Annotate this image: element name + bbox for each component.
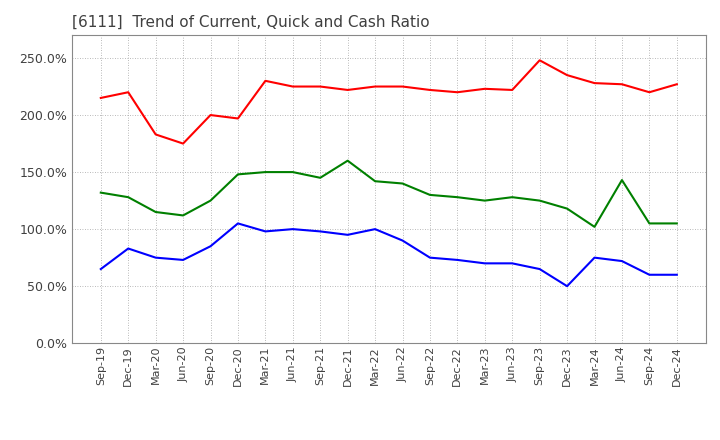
Cash Ratio bbox=[480, 261, 489, 266]
Quick Ratio bbox=[151, 209, 160, 215]
Current Ratio bbox=[536, 58, 544, 63]
Quick Ratio bbox=[672, 221, 681, 226]
Quick Ratio bbox=[426, 192, 434, 198]
Current Ratio bbox=[96, 95, 105, 101]
Cash Ratio bbox=[316, 229, 325, 234]
Current Ratio bbox=[508, 87, 516, 92]
Quick Ratio bbox=[124, 194, 132, 200]
Cash Ratio bbox=[124, 246, 132, 251]
Line: Quick Ratio: Quick Ratio bbox=[101, 161, 677, 227]
Quick Ratio bbox=[645, 221, 654, 226]
Current Ratio bbox=[316, 84, 325, 89]
Cash Ratio bbox=[563, 283, 572, 289]
Quick Ratio bbox=[233, 172, 242, 177]
Cash Ratio bbox=[590, 255, 599, 260]
Current Ratio bbox=[233, 116, 242, 121]
Cash Ratio bbox=[96, 266, 105, 271]
Cash Ratio bbox=[289, 227, 297, 232]
Current Ratio bbox=[590, 81, 599, 86]
Cash Ratio bbox=[343, 232, 352, 238]
Quick Ratio bbox=[590, 224, 599, 230]
Current Ratio bbox=[480, 86, 489, 92]
Quick Ratio bbox=[563, 206, 572, 211]
Current Ratio bbox=[343, 87, 352, 92]
Quick Ratio bbox=[453, 194, 462, 200]
Cash Ratio bbox=[371, 227, 379, 232]
Quick Ratio bbox=[508, 194, 516, 200]
Text: [6111]  Trend of Current, Quick and Cash Ratio: [6111] Trend of Current, Quick and Cash … bbox=[72, 15, 430, 30]
Current Ratio bbox=[426, 87, 434, 92]
Cash Ratio bbox=[645, 272, 654, 277]
Quick Ratio bbox=[261, 169, 270, 175]
Current Ratio bbox=[371, 84, 379, 89]
Cash Ratio bbox=[151, 255, 160, 260]
Current Ratio bbox=[453, 90, 462, 95]
Cash Ratio bbox=[261, 229, 270, 234]
Current Ratio bbox=[151, 132, 160, 137]
Cash Ratio bbox=[618, 258, 626, 264]
Cash Ratio bbox=[672, 272, 681, 277]
Quick Ratio bbox=[536, 198, 544, 203]
Cash Ratio bbox=[426, 255, 434, 260]
Current Ratio bbox=[206, 112, 215, 117]
Quick Ratio bbox=[343, 158, 352, 163]
Cash Ratio bbox=[398, 238, 407, 243]
Current Ratio bbox=[124, 90, 132, 95]
Cash Ratio bbox=[206, 244, 215, 249]
Quick Ratio bbox=[480, 198, 489, 203]
Current Ratio bbox=[398, 84, 407, 89]
Current Ratio bbox=[289, 84, 297, 89]
Cash Ratio bbox=[233, 221, 242, 226]
Quick Ratio bbox=[371, 179, 379, 184]
Line: Cash Ratio: Cash Ratio bbox=[101, 224, 677, 286]
Cash Ratio bbox=[508, 261, 516, 266]
Line: Current Ratio: Current Ratio bbox=[101, 60, 677, 143]
Cash Ratio bbox=[536, 266, 544, 271]
Quick Ratio bbox=[316, 175, 325, 180]
Quick Ratio bbox=[289, 169, 297, 175]
Cash Ratio bbox=[453, 257, 462, 263]
Quick Ratio bbox=[96, 190, 105, 195]
Quick Ratio bbox=[618, 177, 626, 183]
Quick Ratio bbox=[206, 198, 215, 203]
Quick Ratio bbox=[179, 213, 187, 218]
Current Ratio bbox=[645, 90, 654, 95]
Current Ratio bbox=[563, 73, 572, 78]
Current Ratio bbox=[261, 78, 270, 84]
Current Ratio bbox=[618, 81, 626, 87]
Current Ratio bbox=[179, 141, 187, 146]
Quick Ratio bbox=[398, 181, 407, 186]
Cash Ratio bbox=[179, 257, 187, 263]
Current Ratio bbox=[672, 81, 681, 87]
